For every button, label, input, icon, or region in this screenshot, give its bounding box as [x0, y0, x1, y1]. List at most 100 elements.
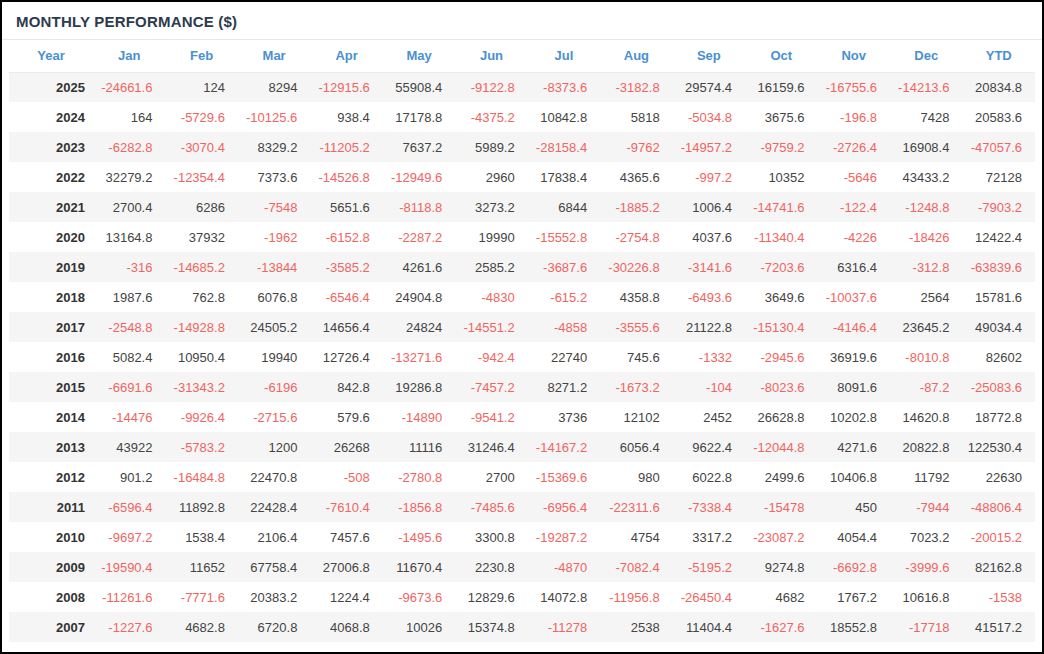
table-row-2014: 2014-14476-9926.4-2715.6579.6-14890-9541… — [9, 402, 1035, 432]
value-cell: -16755.6 — [818, 72, 890, 102]
value-cell: 3317.2 — [673, 522, 745, 552]
value-cell: 3273.2 — [455, 192, 527, 222]
value-cell: 24824 — [383, 312, 455, 342]
year-cell: 2020 — [9, 222, 93, 252]
value-cell: 4261.6 — [383, 252, 455, 282]
value-cell: -10125.6 — [238, 102, 310, 132]
value-cell: -7082.4 — [600, 552, 672, 582]
table-row-2022: 202232279.2-12354.47373.6-14526.8-12949.… — [9, 162, 1035, 192]
header-row: YearJanFebMarAprMayJunJulAugSepOctNovDec… — [9, 40, 1035, 72]
value-cell: 24505.2 — [238, 312, 310, 342]
value-cell: -1227.6 — [93, 612, 165, 642]
value-cell: -3687.6 — [528, 252, 600, 282]
value-cell: 8329.2 — [238, 132, 310, 162]
table-row-2018: 20181987.6762.86076.8-6546.424904.8-4830… — [9, 282, 1035, 312]
value-cell: 43922 — [93, 432, 165, 462]
value-cell: 10950.4 — [165, 342, 237, 372]
value-cell: -9673.6 — [383, 582, 455, 612]
value-cell: -63839.6 — [962, 252, 1035, 282]
value-cell: -9697.2 — [93, 522, 165, 552]
value-cell: -14551.2 — [455, 312, 527, 342]
value-cell: -1885.2 — [600, 192, 672, 222]
value-cell: -316 — [93, 252, 165, 282]
value-cell: -12949.6 — [383, 162, 455, 192]
value-cell: -3585.2 — [310, 252, 382, 282]
value-cell: 7373.6 — [238, 162, 310, 192]
table-body: 2025-24661.61248294-12915.655908.4-9122.… — [9, 72, 1035, 642]
value-cell: -1495.6 — [383, 522, 455, 552]
value-cell: 22630 — [962, 462, 1035, 492]
value-cell: 12422.4 — [962, 222, 1035, 252]
value-cell: -4858 — [528, 312, 600, 342]
value-cell: -5729.6 — [165, 102, 237, 132]
year-cell: 2010 — [9, 522, 93, 552]
value-cell: 4037.6 — [673, 222, 745, 252]
value-cell: 3300.8 — [455, 522, 527, 552]
value-cell: 5082.4 — [93, 342, 165, 372]
value-cell: 10616.8 — [890, 582, 962, 612]
value-cell: -1332 — [673, 342, 745, 372]
value-cell: 37932 — [165, 222, 237, 252]
value-cell: 4365.6 — [600, 162, 672, 192]
value-cell: 1224.4 — [310, 582, 382, 612]
value-cell: 2452 — [673, 402, 745, 432]
value-cell: -3141.6 — [673, 252, 745, 282]
value-cell: -17718 — [890, 612, 962, 642]
value-cell: -5034.8 — [673, 102, 745, 132]
value-cell: -6691.6 — [93, 372, 165, 402]
value-cell: -508 — [310, 462, 382, 492]
value-cell: -10037.6 — [818, 282, 890, 312]
column-header-ytd: YTD — [962, 40, 1035, 72]
table-row-2020: 202013164.837932-1962-6152.8-2287.219990… — [9, 222, 1035, 252]
value-cell: 4682 — [745, 582, 817, 612]
value-cell: 1987.6 — [93, 282, 165, 312]
table-row-2010: 2010-9697.21538.42106.47457.6-1495.63300… — [9, 522, 1035, 552]
value-cell: 6316.4 — [818, 252, 890, 282]
value-cell: 762.8 — [165, 282, 237, 312]
year-cell: 2022 — [9, 162, 93, 192]
value-cell: -615.2 — [528, 282, 600, 312]
value-cell: -9541.2 — [455, 402, 527, 432]
value-cell: 41517.2 — [962, 612, 1035, 642]
year-cell: 2024 — [9, 102, 93, 132]
value-cell: 19940 — [238, 342, 310, 372]
value-cell: -8373.6 — [528, 72, 600, 102]
value-cell: 49034.4 — [962, 312, 1035, 342]
value-cell: 72128 — [962, 162, 1035, 192]
value-cell: -87.2 — [890, 372, 962, 402]
value-cell: 67758.4 — [238, 552, 310, 582]
value-cell: 1767.2 — [818, 582, 890, 612]
value-cell: 29574.4 — [673, 72, 745, 102]
value-cell: -9926.4 — [165, 402, 237, 432]
value-cell: 11792 — [890, 462, 962, 492]
value-cell: 122530.4 — [962, 432, 1035, 462]
value-cell: -12915.6 — [310, 72, 382, 102]
value-cell: 14656.4 — [310, 312, 382, 342]
table-row-2023: 2023-6282.8-3070.48329.2-11205.27637.259… — [9, 132, 1035, 162]
table-header: YearJanFebMarAprMayJunJulAugSepOctNovDec… — [9, 40, 1035, 72]
year-cell: 2023 — [9, 132, 93, 162]
year-cell: 2013 — [9, 432, 93, 462]
year-cell: 2025 — [9, 72, 93, 102]
value-cell: 4271.6 — [818, 432, 890, 462]
value-cell: -6282.8 — [93, 132, 165, 162]
value-cell: -6152.8 — [310, 222, 382, 252]
value-cell: 15781.6 — [962, 282, 1035, 312]
value-cell: -26450.4 — [673, 582, 745, 612]
value-cell: 6720.8 — [238, 612, 310, 642]
value-cell: -7203.6 — [745, 252, 817, 282]
value-cell: -48806.4 — [962, 492, 1035, 522]
table-row-2015: 2015-6691.6-31343.2-6196842.819286.8-745… — [9, 372, 1035, 402]
column-header-dec: Dec — [890, 40, 962, 72]
table-row-2016: 20165082.410950.41994012726.4-13271.6-94… — [9, 342, 1035, 372]
column-header-nov: Nov — [818, 40, 890, 72]
value-cell: -7771.6 — [165, 582, 237, 612]
value-cell: 2499.6 — [745, 462, 817, 492]
value-cell: 2700 — [455, 462, 527, 492]
year-cell: 2018 — [9, 282, 93, 312]
value-cell: -5783.2 — [165, 432, 237, 462]
value-cell: 938.4 — [310, 102, 382, 132]
value-cell: 7023.2 — [890, 522, 962, 552]
value-cell: 5818 — [600, 102, 672, 132]
value-cell: 579.6 — [310, 402, 382, 432]
